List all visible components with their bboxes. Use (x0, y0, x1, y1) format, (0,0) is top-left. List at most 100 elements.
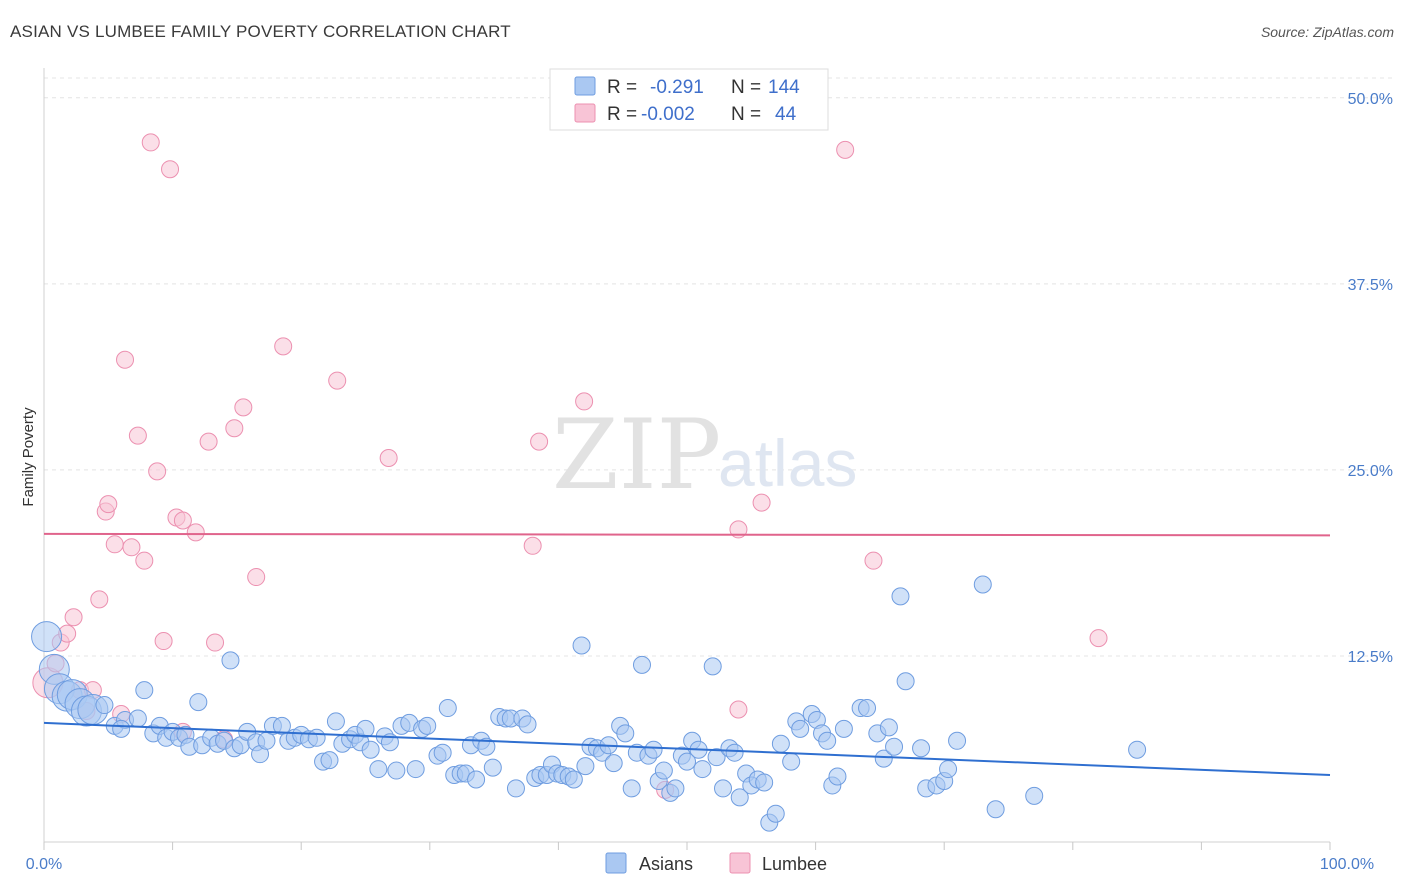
asian-point (406, 760, 425, 779)
legend-n-label-asians: N = (731, 77, 761, 98)
asian-point (632, 655, 651, 674)
lumbee-point (575, 392, 594, 411)
asian-point (879, 718, 898, 737)
asian-point (387, 761, 406, 780)
y-tick-label: 12.5% (1348, 649, 1393, 666)
legend-frame (549, 68, 829, 131)
asian-point (356, 719, 375, 738)
asian-point (483, 758, 502, 777)
asian-point (307, 728, 326, 747)
asian-point (707, 748, 726, 767)
lumbee-point (64, 608, 83, 627)
asian-point (31, 621, 63, 653)
lumbee-point (154, 632, 173, 651)
lumbee-point (836, 140, 855, 159)
lumbee-point (141, 133, 160, 152)
legend-n-value-asians: 144 (768, 77, 800, 98)
x-tick-label-min: 0.0% (26, 856, 62, 873)
asian-point (272, 716, 291, 735)
asian-point (564, 770, 583, 789)
asian-point (896, 672, 915, 691)
asian-point (885, 737, 904, 756)
lumbee-point (729, 700, 748, 719)
asian-point (369, 760, 388, 779)
asian-point (95, 696, 114, 715)
asian-point (1128, 740, 1147, 759)
lumbee-point (199, 432, 218, 451)
lumbee-point (90, 590, 109, 609)
grid-lines (44, 77, 1392, 657)
lumbee-point (1089, 629, 1108, 648)
lumbee-point (328, 371, 347, 390)
x-tick-label-max: 100.0% (1320, 856, 1374, 873)
asian-point (572, 636, 591, 655)
asian-point (948, 731, 967, 750)
asian-point (467, 770, 486, 789)
bottom-legend-label-asians: Asians (639, 854, 693, 874)
lumbee-point (135, 551, 154, 570)
asian-point (891, 587, 910, 606)
asian-point (874, 749, 893, 768)
chart-title: ASIAN VS LUMBEE FAMILY POVERTY CORRELATI… (10, 22, 511, 41)
asian-point (221, 651, 240, 670)
asian-point (433, 743, 452, 762)
asian-point (730, 788, 749, 807)
asian-point (418, 716, 437, 735)
lumbee-point (161, 160, 180, 179)
lumbee-point (530, 432, 549, 451)
legend-n-label-lumbee: N = (731, 104, 761, 125)
lumbee-point (225, 419, 244, 438)
lumbee-point (173, 511, 192, 530)
lumbee-trend-line (43, 532, 1331, 537)
source-label: Source: ZipAtlas.com (1260, 24, 1394, 40)
asian-point (986, 800, 1005, 819)
asian-point (939, 760, 958, 779)
legend-r-label-lumbee: R = (607, 104, 637, 125)
lumbee-point (247, 568, 266, 587)
asian-point (834, 719, 853, 738)
asian-point (189, 693, 208, 712)
lumbee-point (186, 523, 205, 542)
asian-point (644, 740, 663, 759)
y-tick-label: 25.0% (1348, 463, 1393, 480)
asian-point (622, 779, 641, 798)
asian-point (361, 740, 380, 759)
asian-point (477, 737, 496, 756)
lumbee-point (274, 337, 293, 356)
lumbee-point (128, 426, 147, 445)
lumbee-point (752, 493, 771, 512)
asian-point (818, 731, 837, 750)
bottom-legend-swatch-asians (605, 852, 627, 874)
asian-point (678, 752, 696, 771)
asian-point (604, 754, 623, 773)
bottom-legend: Asians Lumbee (605, 852, 827, 874)
lumbee-point (523, 536, 542, 555)
asian-point (828, 767, 847, 786)
asian-point (518, 715, 537, 734)
asian-point (438, 699, 457, 718)
y-axis-label: Family Poverty (20, 407, 37, 507)
asian-point (725, 743, 744, 762)
asian-point (135, 681, 154, 700)
asian-point (973, 575, 992, 594)
asian-point (782, 752, 801, 771)
asian-point (326, 712, 345, 731)
y-tick-label: 37.5% (1348, 277, 1393, 294)
x-tick-marks (43, 842, 1331, 850)
legend-r-value-lumbee: -0.002 (641, 104, 695, 125)
bottom-legend-swatch-lumbee (729, 852, 751, 874)
legend-r-value-asians: -0.291 (650, 77, 704, 98)
lumbee-point (105, 535, 124, 554)
watermark-atlas: atlas (718, 426, 857, 500)
asian-trend-line (43, 721, 1331, 777)
asian-point (693, 760, 712, 779)
asian-point (666, 779, 685, 798)
trend-lines (43, 532, 1331, 777)
legend-box: R = -0.291 N = 144 R = -0.002 N = 44 (549, 68, 829, 131)
lumbee-point (206, 633, 225, 652)
bottom-legend-label-lumbee: Lumbee (762, 854, 827, 874)
asian-points (31, 575, 1147, 832)
legend-swatch-lumbee (574, 103, 596, 123)
asian-point (858, 699, 877, 718)
